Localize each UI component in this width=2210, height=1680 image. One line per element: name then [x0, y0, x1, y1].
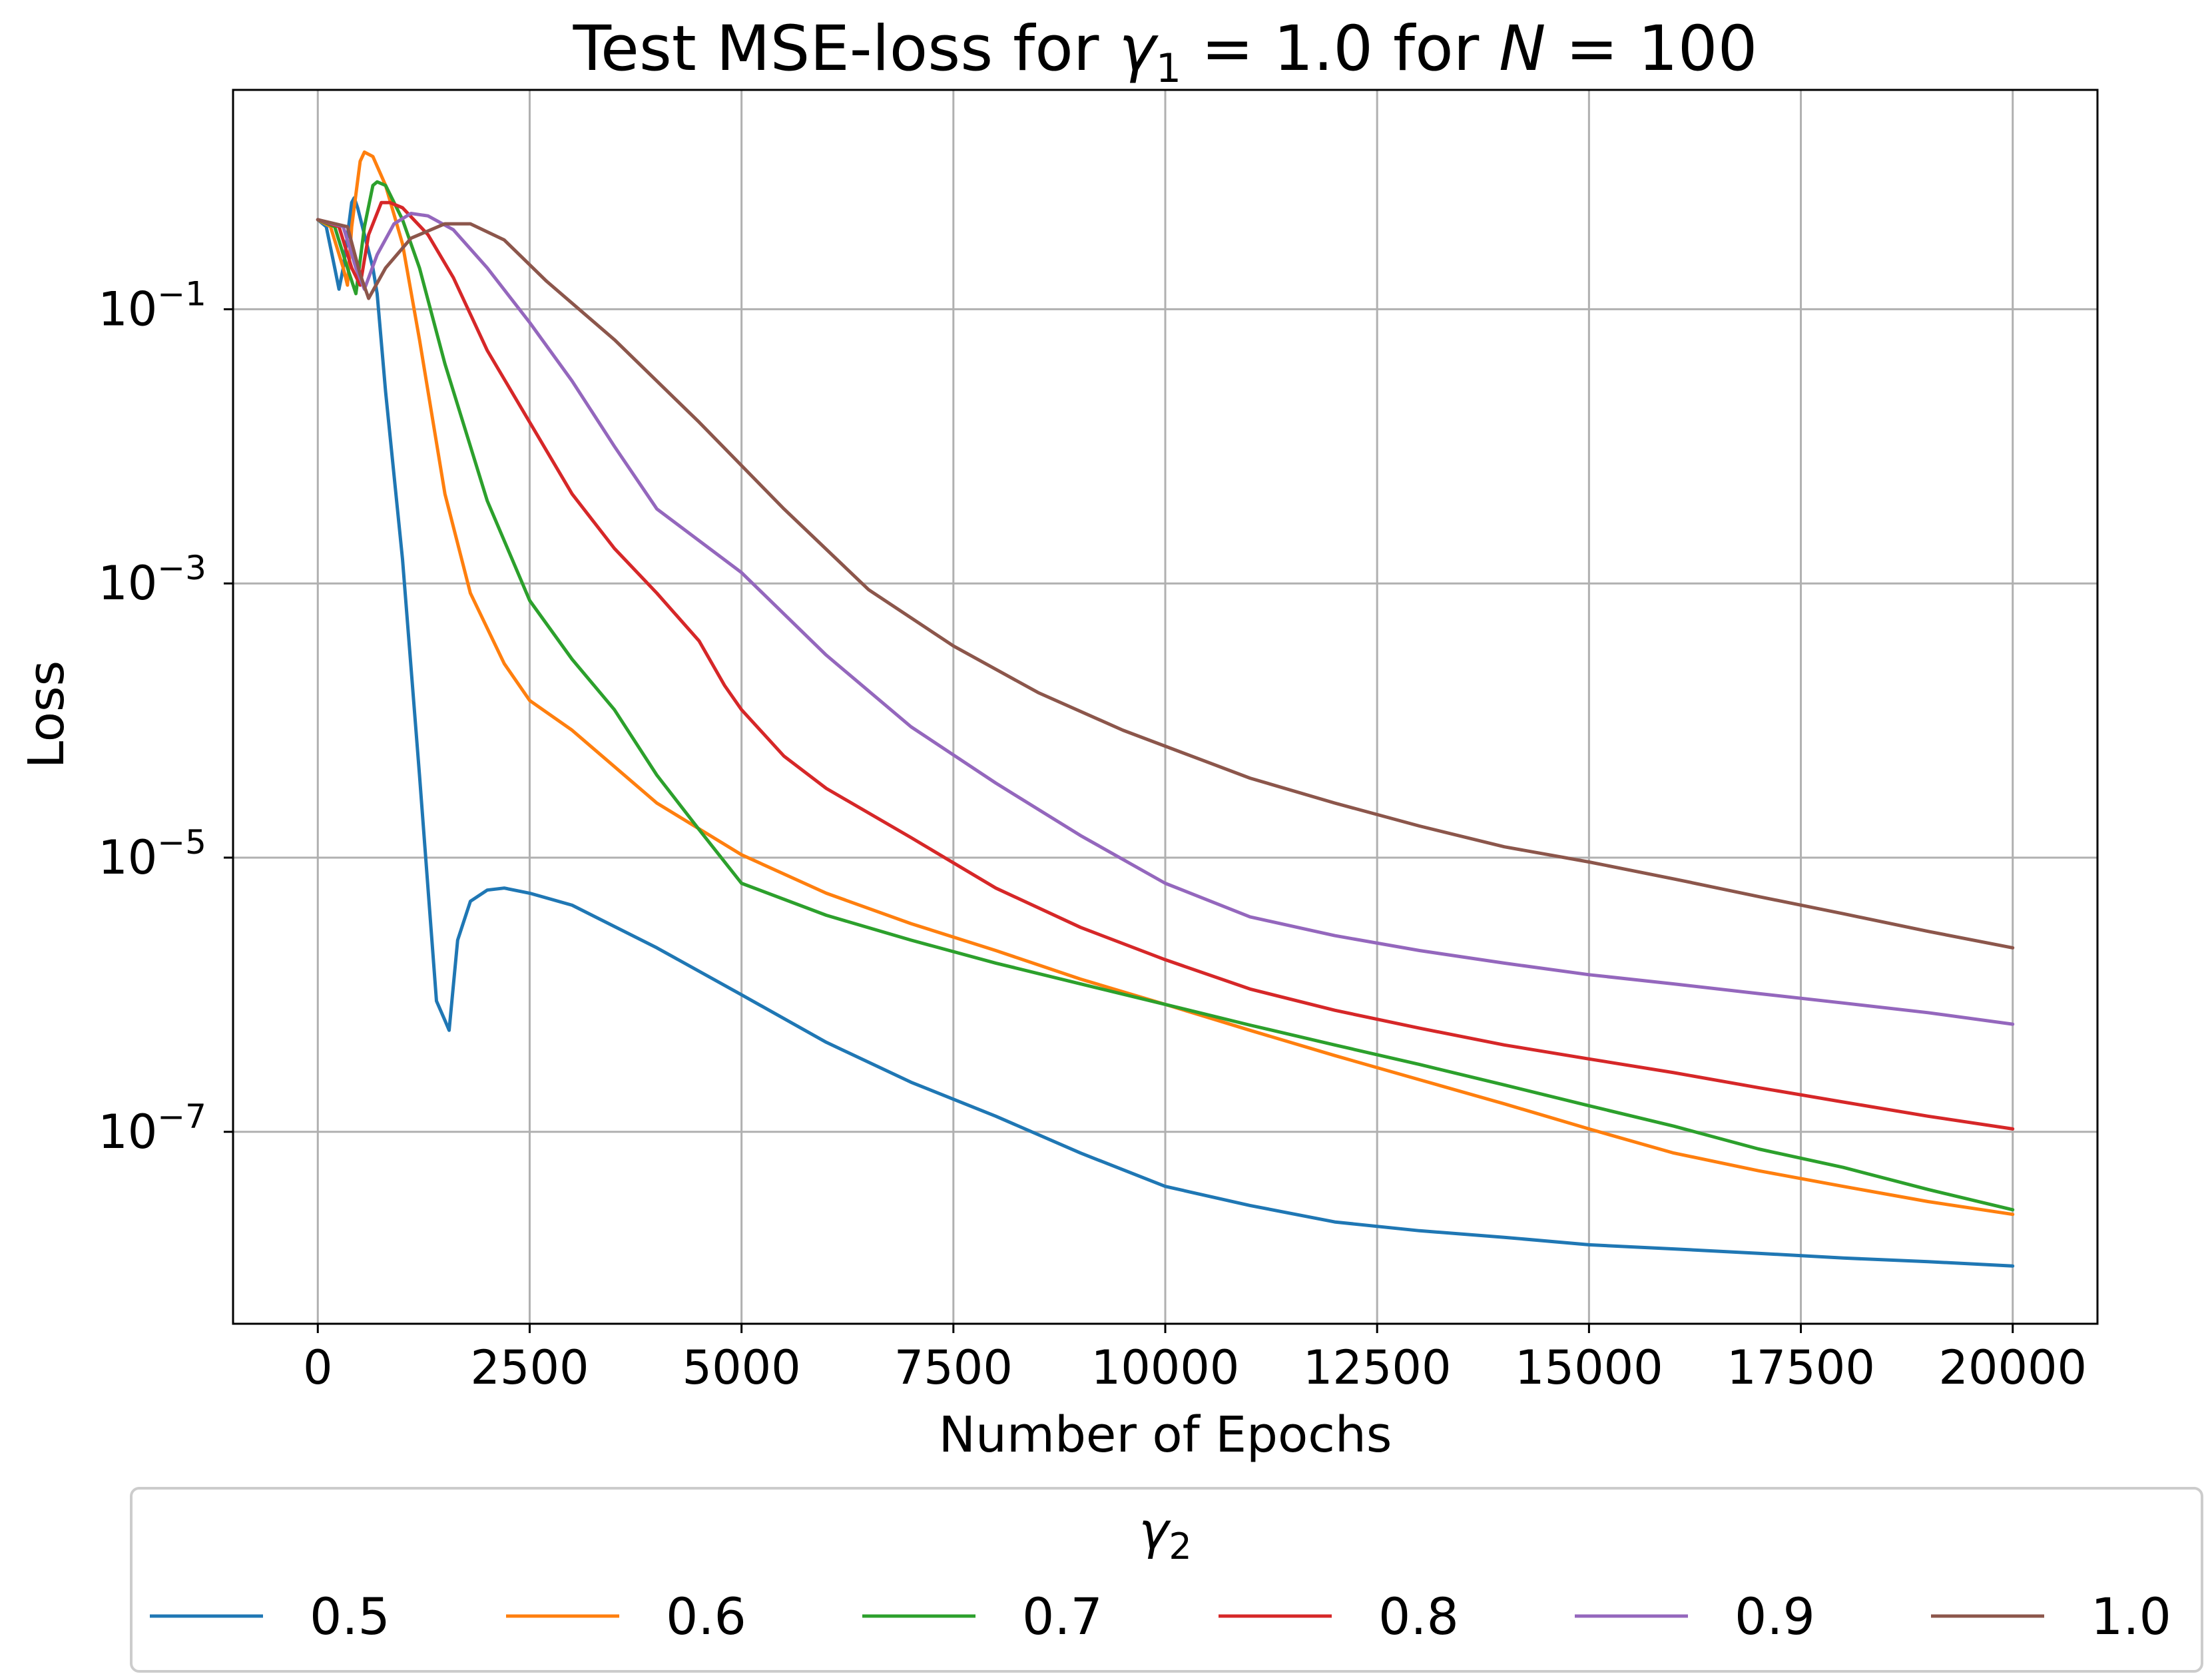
x-axis-label: Number of Epochs — [939, 1406, 1392, 1464]
legend: γ2 0.5 0.6 0.7 0.8 0.9 1.0 — [130, 1487, 2203, 1673]
series-line-0-6 — [316, 150, 2015, 1217]
legend-label-1-0: 1.0 — [2091, 1587, 2171, 1646]
chart-title: Test MSE-loss for γ1 = 1.0 for N = 100 — [573, 13, 1758, 92]
legend-box — [130, 1487, 2203, 1673]
legend-items: 0.5 0.6 0.7 0.8 0.9 1.0 — [150, 1587, 2171, 1646]
legend-label-0-5: 0.5 — [310, 1587, 390, 1646]
x-tick-label: 2500 — [470, 1340, 589, 1395]
legend-label-0-7: 0.7 — [1022, 1587, 1103, 1646]
x-tick-label: 17500 — [1727, 1340, 1875, 1395]
series-line-0-9 — [316, 212, 2015, 1026]
series-line-0-8 — [316, 200, 2015, 1131]
x-tick-label: 10000 — [1091, 1340, 1240, 1395]
x-tick-label: 0 — [303, 1340, 333, 1395]
y-axis-label: Loss — [18, 661, 75, 768]
x-tick-label: 15000 — [1515, 1340, 1663, 1395]
y-tick-label: 10−5 — [98, 823, 206, 885]
y-tick-label: 10−7 — [98, 1097, 206, 1159]
x-axis-ticks: 0 2500 5000 7500 10000 12500 15000 17500 20000 — [303, 1324, 2087, 1395]
y-axis-ticks: 10−1 10−3 10−5 10−7 — [98, 274, 233, 1159]
x-tick-label: 5000 — [683, 1340, 801, 1395]
legend-label-0-6: 0.6 — [666, 1587, 746, 1646]
x-tick-label: 20000 — [1938, 1340, 2087, 1395]
y-tick-label: 10−1 — [98, 274, 206, 336]
legend-title: γ2 — [1139, 1501, 1191, 1567]
legend-label-0-9: 0.9 — [1735, 1587, 1815, 1646]
x-tick-label: 7500 — [894, 1340, 1013, 1395]
series-line-1-0 — [316, 218, 2015, 950]
y-tick-label: 10−3 — [98, 549, 206, 611]
series-lines — [316, 150, 2015, 1268]
x-tick-label: 12500 — [1303, 1340, 1452, 1395]
series-line-0-7 — [316, 180, 2015, 1212]
legend-label-0-8: 0.8 — [1378, 1587, 1459, 1646]
